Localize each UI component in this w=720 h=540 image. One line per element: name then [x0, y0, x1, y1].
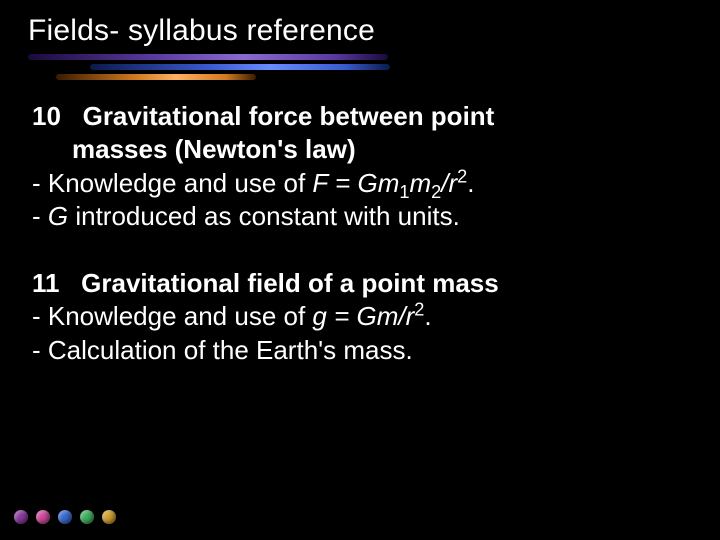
- underline-blue: [90, 64, 390, 70]
- slide-title: Fields- syllabus reference: [28, 14, 692, 48]
- bullet-10-2: - G introduced as constant with units.: [28, 200, 692, 233]
- title-block: Fields- syllabus reference: [28, 14, 692, 48]
- section-11-heading: 11 Gravitational field of a point mass: [28, 267, 692, 300]
- dot-4: [80, 510, 94, 524]
- underline-purple: [28, 54, 388, 60]
- section-title-text: Gravitational field of a point mass: [81, 268, 499, 298]
- section-title-text: Gravitational force between point: [83, 101, 495, 131]
- dot-5: [102, 510, 116, 524]
- section-10-heading: 10 Gravitational force between point mas…: [28, 100, 692, 167]
- slide: Fields- syllabus reference 10 Gravitatio…: [0, 0, 720, 540]
- dot-2: [36, 510, 50, 524]
- section-number: 11: [28, 267, 60, 300]
- bullet-11-1: - Knowledge and use of g = Gm/r2.: [28, 300, 692, 333]
- slide-body: 10 Gravitational force between point mas…: [28, 100, 692, 367]
- section-10: 10 Gravitational force between point mas…: [28, 100, 692, 233]
- bullet-11-2: - Calculation of the Earth's mass.: [28, 334, 692, 367]
- dot-1: [14, 510, 28, 524]
- title-underlines: [28, 54, 688, 94]
- underline-orange: [56, 74, 256, 80]
- section-number: 10: [28, 100, 61, 133]
- bullet-10-1: - Knowledge and use of F = Gm1m2/r2.: [28, 167, 692, 200]
- nav-dots: [14, 510, 116, 524]
- section-gap: [28, 233, 692, 267]
- section-title-text-2: masses (Newton's law): [72, 134, 356, 164]
- section-11: 11 Gravitational field of a point mass -…: [28, 267, 692, 367]
- dot-3: [58, 510, 72, 524]
